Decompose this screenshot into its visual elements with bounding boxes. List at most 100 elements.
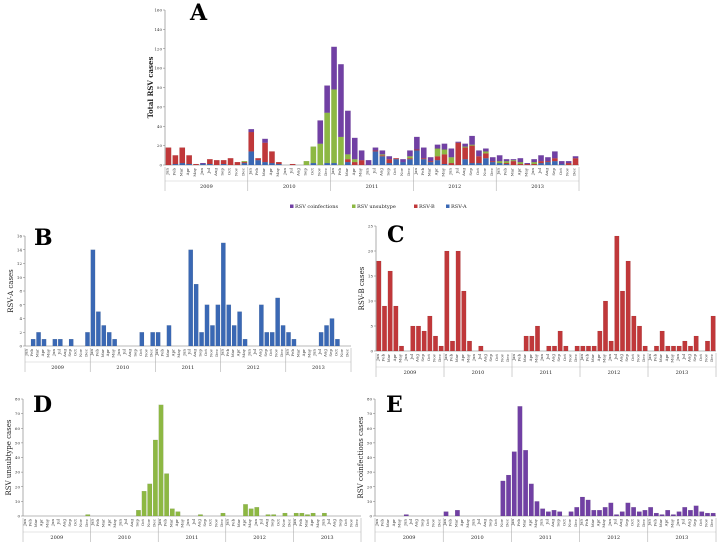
x-tick-label: Mar <box>590 354 595 362</box>
bar-rsv-b <box>179 147 186 164</box>
year-label: 2009 <box>50 535 63 541</box>
bar-rsv-b <box>379 155 386 157</box>
x-tick-label: Aug <box>686 519 691 528</box>
bar <box>636 511 642 517</box>
bar-rsv-a <box>248 151 255 166</box>
x-tick-label: Sep <box>263 349 268 357</box>
bar <box>275 297 280 347</box>
x-tick-label: May <box>247 518 252 527</box>
x-tick-label: Jul <box>409 353 414 360</box>
y-tick-label: 5 <box>370 324 373 329</box>
x-tick-label: Apr <box>460 354 465 362</box>
bar-rsv-a <box>420 159 427 166</box>
bar <box>478 345 484 352</box>
x-tick-label: Aug <box>213 168 218 177</box>
x-tick-label: Oct <box>425 519 430 527</box>
x-tick-label: Jan <box>443 354 448 362</box>
x-tick-label: May <box>670 353 675 362</box>
x-tick-label: Aug <box>544 168 549 177</box>
bar <box>264 332 270 347</box>
y-tick-label: 40 <box>157 124 163 129</box>
x-tick-label: Oct <box>392 168 397 176</box>
x-tick-label: Jan <box>157 519 162 527</box>
y-tick-label: 4 <box>19 316 22 321</box>
x-tick-label: Feb <box>254 168 259 176</box>
bar <box>546 345 552 352</box>
bar <box>68 339 74 347</box>
bar <box>597 330 603 352</box>
x-tick-label: Mar <box>385 519 390 527</box>
y-tick-label: 50 <box>367 440 373 445</box>
x-tick-label: Nov <box>208 348 213 357</box>
bar-rsv-coinfections <box>503 159 510 162</box>
y-tick-label: 0 <box>369 514 372 519</box>
x-tick-label: Feb <box>381 354 386 362</box>
bar-rsv-b <box>462 147 469 160</box>
bar <box>280 325 286 347</box>
bar <box>467 340 472 352</box>
x-tick-label: Jun <box>539 354 544 362</box>
y-tick-label: 40 <box>15 455 21 460</box>
bar <box>41 339 47 347</box>
x-tick-label: Dec <box>406 167 411 176</box>
year-label: 2013 <box>531 184 544 190</box>
x-tick-label: Aug <box>323 349 328 358</box>
x-tick-label: Nov <box>233 167 238 176</box>
y-tick-label: 8 <box>19 289 22 294</box>
x-tick-label: Mar <box>522 519 527 527</box>
x-tick-label: Apr <box>268 168 273 176</box>
year-label: 2012 <box>448 184 461 190</box>
x-tick-label: Sep <box>202 519 207 527</box>
y-tick-label: 80 <box>157 85 163 90</box>
x-tick-label: Aug <box>296 168 301 177</box>
bar-rsv-coinfections <box>262 138 268 143</box>
x-tick-label: Oct <box>343 519 348 527</box>
bar-rsv-coinfections <box>558 161 565 165</box>
x-tick-label: Nov <box>143 348 148 357</box>
x-tick-label: Feb <box>230 519 235 527</box>
year-label: 2012 <box>607 535 620 541</box>
x-tick-label: Jul <box>252 348 257 355</box>
x-tick-label: Jun <box>471 354 476 362</box>
x-tick-label: Oct <box>493 519 498 527</box>
bar <box>585 499 591 517</box>
x-tick-label: Aug <box>619 354 624 363</box>
bar <box>210 325 215 347</box>
x-tick-label: Aug <box>482 519 487 528</box>
bar <box>198 514 203 517</box>
x-tick-label: Mar <box>590 519 595 527</box>
bar <box>574 345 580 352</box>
bar <box>682 340 688 352</box>
x-tick-label: Oct <box>73 519 78 527</box>
bar-rsv-coinfections <box>427 157 434 162</box>
panel-tag: D <box>33 392 52 418</box>
bar <box>410 325 416 352</box>
bar <box>523 450 529 517</box>
x-tick-label: Apr <box>528 354 533 362</box>
bar <box>455 510 460 517</box>
legend-label: RSV-B <box>419 204 435 210</box>
y-tick-label: 160 <box>154 8 162 13</box>
bar-rsv-coinfections <box>200 162 206 165</box>
bar <box>535 325 540 352</box>
x-tick-label: Oct <box>630 519 635 527</box>
bar-rsv-a <box>324 162 331 166</box>
bar <box>625 502 631 517</box>
x-tick-label: Sep <box>419 519 424 527</box>
bar <box>382 305 387 352</box>
bar-rsv-a <box>427 161 434 166</box>
x-tick-label: Dec <box>151 518 156 527</box>
x-tick-label: Nov <box>213 518 218 527</box>
bar-rsv-unsubtype <box>531 161 538 165</box>
x-tick-label: Jun <box>675 519 680 527</box>
bar-rsv-coinfections <box>462 143 469 147</box>
bar-rsv-unsubtype <box>344 154 351 160</box>
bar <box>237 311 242 347</box>
x-tick-label: Jul <box>123 518 128 525</box>
bar-rsv-coinfections <box>351 137 358 160</box>
bar-rsv-coinfections <box>531 159 538 163</box>
x-tick-label: Sep <box>551 168 556 176</box>
x-tick-label: Jan <box>647 354 652 362</box>
x-tick-label: Dec <box>84 518 89 527</box>
x-tick-label: Nov <box>316 167 321 176</box>
